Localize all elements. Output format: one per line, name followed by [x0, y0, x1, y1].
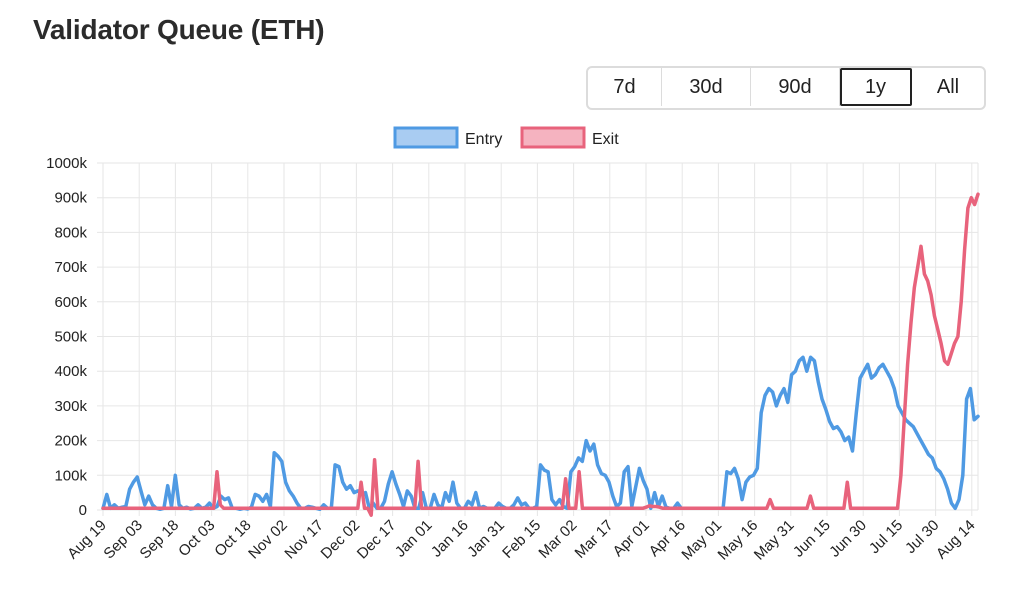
- x-tick-label: Mar 17: [572, 517, 617, 562]
- x-tick-label: Jun 15: [790, 517, 834, 561]
- x-tick-label: Sep 03: [100, 517, 146, 563]
- x-tick-label: Dec 17: [354, 517, 400, 563]
- y-tick-label: 100k: [54, 467, 87, 484]
- y-tick-label: 600k: [54, 294, 87, 311]
- x-tick-label: May 16: [715, 517, 762, 564]
- x-tick-label: Nov 17: [281, 517, 327, 563]
- time-range-selector: 7d 30d 90d 1y All: [586, 66, 986, 110]
- page-title: Validator Queue (ETH): [33, 14, 325, 45]
- x-tick-label: Nov 02: [245, 517, 291, 563]
- chart-grid: [97, 162, 979, 516]
- y-tick-label: 0: [79, 502, 87, 519]
- x-tick-label: Jul 15: [866, 517, 906, 557]
- y-tick-label: 700k: [54, 259, 87, 276]
- range-button-30d[interactable]: 30d: [662, 68, 751, 106]
- validator-queue-chart: Entry Exit 0 100k 200k 300k 400k 500k 600k 700k 8…: [46, 126, 980, 564]
- x-tick-label: Mar 02: [535, 517, 580, 562]
- range-button-90d[interactable]: 90d: [751, 68, 840, 106]
- x-tick-label: Feb 15: [499, 517, 544, 562]
- chart-legend: Entry Exit: [393, 126, 619, 149]
- x-tick-label: Jan 16: [428, 517, 472, 561]
- x-tick-label: Aug 14: [933, 517, 979, 563]
- y-tick-label: 300k: [54, 398, 87, 415]
- y-tick-label: 1000k: [46, 155, 87, 172]
- legend-item-exit[interactable]: Exit: [520, 126, 619, 149]
- x-tick-label: Sep 18: [137, 517, 183, 563]
- legend-item-entry[interactable]: Entry: [393, 126, 502, 149]
- y-tick-label: 800k: [54, 224, 87, 241]
- y-tick-label: 200k: [54, 433, 87, 450]
- x-tick-label: May 01: [678, 517, 725, 564]
- legend-swatch: [520, 126, 586, 149]
- y-tick-label: 900k: [54, 190, 87, 207]
- legend-label: Entry: [465, 131, 502, 148]
- x-tick-label: Dec 02: [318, 517, 364, 563]
- x-tick-label: Oct 03: [175, 517, 218, 560]
- x-tick-label: Aug 19: [64, 517, 110, 563]
- chart-series: [101, 192, 980, 517]
- y-axis: 0 100k 200k 300k 400k 500k 600k 700k 800k 900k 100…: [46, 155, 87, 519]
- legend-label: Exit: [592, 131, 619, 148]
- range-button-all[interactable]: All: [936, 75, 960, 98]
- legend-swatch: [393, 126, 459, 149]
- range-button-7d[interactable]: 7d: [588, 68, 662, 106]
- y-tick-label: 400k: [54, 363, 87, 380]
- y-tick-label: 500k: [54, 329, 87, 346]
- x-tick-label: Jan 01: [392, 517, 436, 561]
- series-line-exit: [101, 192, 980, 517]
- x-tick-label: Jan 31: [464, 517, 508, 561]
- x-tick-label: Jun 30: [826, 517, 870, 561]
- range-button-1y[interactable]: 1y: [840, 68, 912, 106]
- x-tick-label: Apr 01: [610, 517, 653, 560]
- x-tick-label: May 31: [751, 517, 798, 564]
